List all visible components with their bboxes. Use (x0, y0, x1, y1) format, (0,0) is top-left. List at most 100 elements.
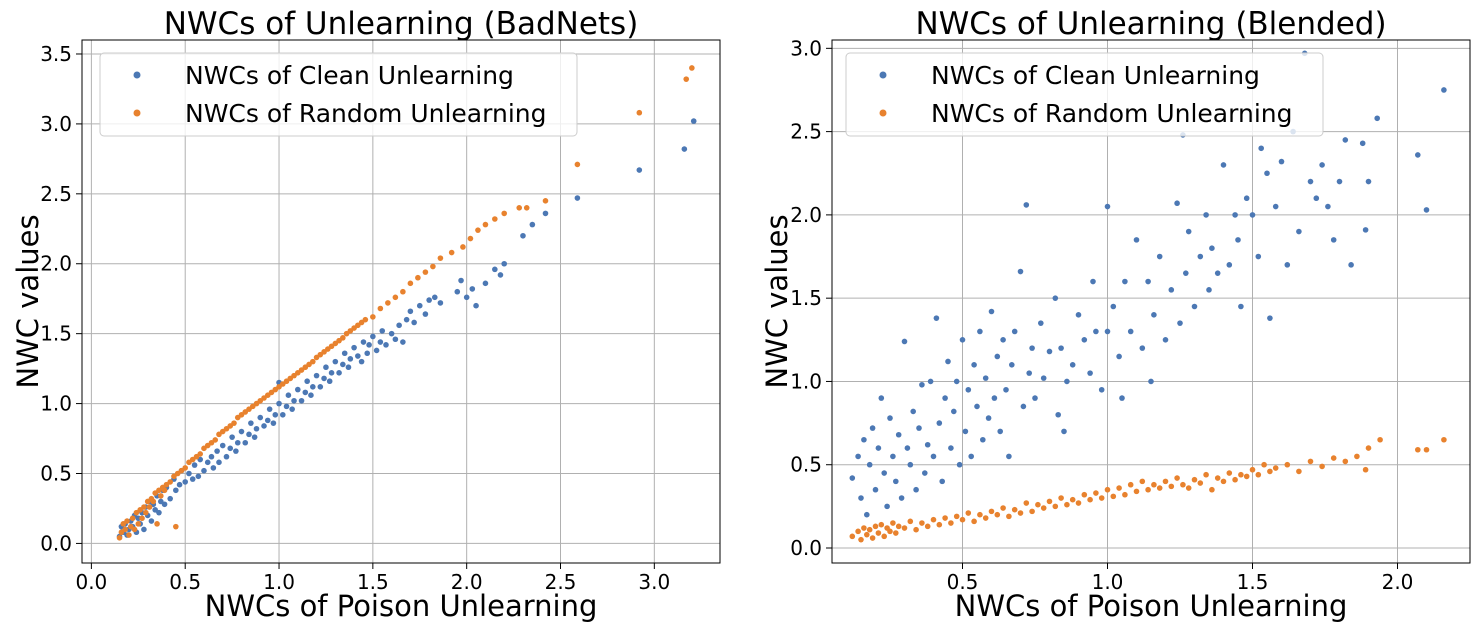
point-clean (458, 277, 464, 284)
point-clean (907, 461, 914, 468)
point-clean (497, 272, 504, 278)
point-clean (1313, 195, 1320, 202)
point-random (1232, 476, 1238, 483)
point-random (135, 521, 142, 527)
point-clean (1032, 395, 1038, 401)
point-random (492, 216, 498, 222)
point-random (994, 511, 1001, 518)
point-random (866, 526, 873, 533)
y-axis-label: NWC values (760, 214, 794, 388)
point-clean (463, 294, 470, 301)
point-clean (355, 353, 361, 359)
point-clean (1026, 370, 1032, 376)
point-random (1046, 498, 1053, 505)
point-random (482, 221, 489, 228)
point-random (475, 227, 481, 233)
point-clean (323, 364, 329, 371)
point-clean (997, 428, 1003, 435)
x-tick-label: 2.5 (545, 570, 577, 594)
legend-marker-clean (133, 71, 141, 79)
point-clean (1151, 312, 1157, 318)
point-clean (229, 434, 235, 440)
point-clean (1064, 378, 1070, 385)
point-random (173, 523, 179, 530)
point-clean (377, 339, 384, 345)
point-clean (242, 439, 249, 446)
point-clean (223, 453, 230, 460)
point-random (1330, 455, 1337, 461)
point-clean (1359, 140, 1366, 147)
y-axis-ticks: 0.0 0.5 1.0 1.5 2.0 2.5 3.0 3.5 (40, 42, 82, 555)
point-random (855, 528, 861, 535)
point-random (1151, 481, 1157, 488)
point-clean (1020, 403, 1027, 410)
point-random (1249, 466, 1256, 473)
legend-label-random: NWCs of Random Unlearning (185, 99, 546, 128)
point-clean (898, 495, 905, 501)
point-clean (1296, 228, 1302, 235)
point-clean (1220, 162, 1227, 168)
point-clean (1023, 202, 1030, 208)
point-clean (431, 294, 438, 301)
point-random (542, 198, 549, 204)
point-random (1191, 476, 1198, 483)
point-clean (1255, 253, 1262, 260)
point-random (1023, 500, 1030, 506)
point-clean (214, 448, 220, 454)
point-clean (191, 462, 198, 468)
point-clean (1139, 345, 1146, 351)
point-clean (416, 302, 423, 309)
point-random (1272, 465, 1279, 471)
point-random (875, 530, 882, 536)
x-tick-label: 0.0 (75, 570, 107, 594)
point-clean (520, 232, 526, 239)
point-clean (930, 453, 937, 460)
point-clean (234, 439, 241, 446)
point-random (407, 280, 414, 287)
x-tick-label: 1.0 (1092, 570, 1124, 594)
point-random (1162, 478, 1169, 485)
point-random (1006, 513, 1012, 520)
y-tick-label: 2.0 (40, 252, 72, 276)
point-clean (951, 408, 957, 415)
point-clean (1191, 303, 1198, 310)
point-clean (681, 146, 688, 152)
point-random (1127, 481, 1134, 488)
point-clean (956, 461, 963, 468)
point-random (400, 288, 406, 295)
point-random (861, 525, 867, 531)
y-tick-label: 1.5 (790, 286, 822, 310)
point-clean (370, 333, 376, 340)
point-clean (1362, 227, 1369, 233)
point-clean (968, 453, 974, 460)
point-clean (910, 408, 916, 415)
point-clean (210, 465, 217, 471)
point-clean (1307, 178, 1314, 185)
point-clean (1206, 287, 1212, 293)
point-clean (246, 431, 252, 438)
point-random (161, 487, 168, 494)
point-clean (270, 420, 277, 426)
point-clean (1441, 87, 1447, 93)
point-clean (959, 337, 966, 343)
point-clean (276, 400, 282, 407)
point-clean (1119, 395, 1125, 401)
point-random (154, 521, 160, 527)
y-axis-ticks: 0.0 0.5 1.0 1.5 2.0 2.5 3.0 (790, 36, 832, 560)
point-clean (542, 210, 549, 217)
point-random (1145, 486, 1151, 493)
point-clean (881, 470, 887, 476)
point-clean (340, 361, 346, 368)
point-clean (219, 442, 226, 449)
point-clean (1145, 278, 1151, 285)
point-clean (454, 288, 461, 295)
point-clean (313, 372, 320, 379)
point-clean (272, 411, 279, 418)
point-random (1203, 471, 1209, 478)
legend: NWCs of Clean Unlearning NWCs of Random … (99, 52, 578, 137)
point-random (1214, 475, 1221, 481)
point-clean (962, 428, 969, 435)
point-clean (1232, 212, 1238, 218)
legend-box (99, 52, 578, 137)
point-clean (924, 441, 931, 448)
